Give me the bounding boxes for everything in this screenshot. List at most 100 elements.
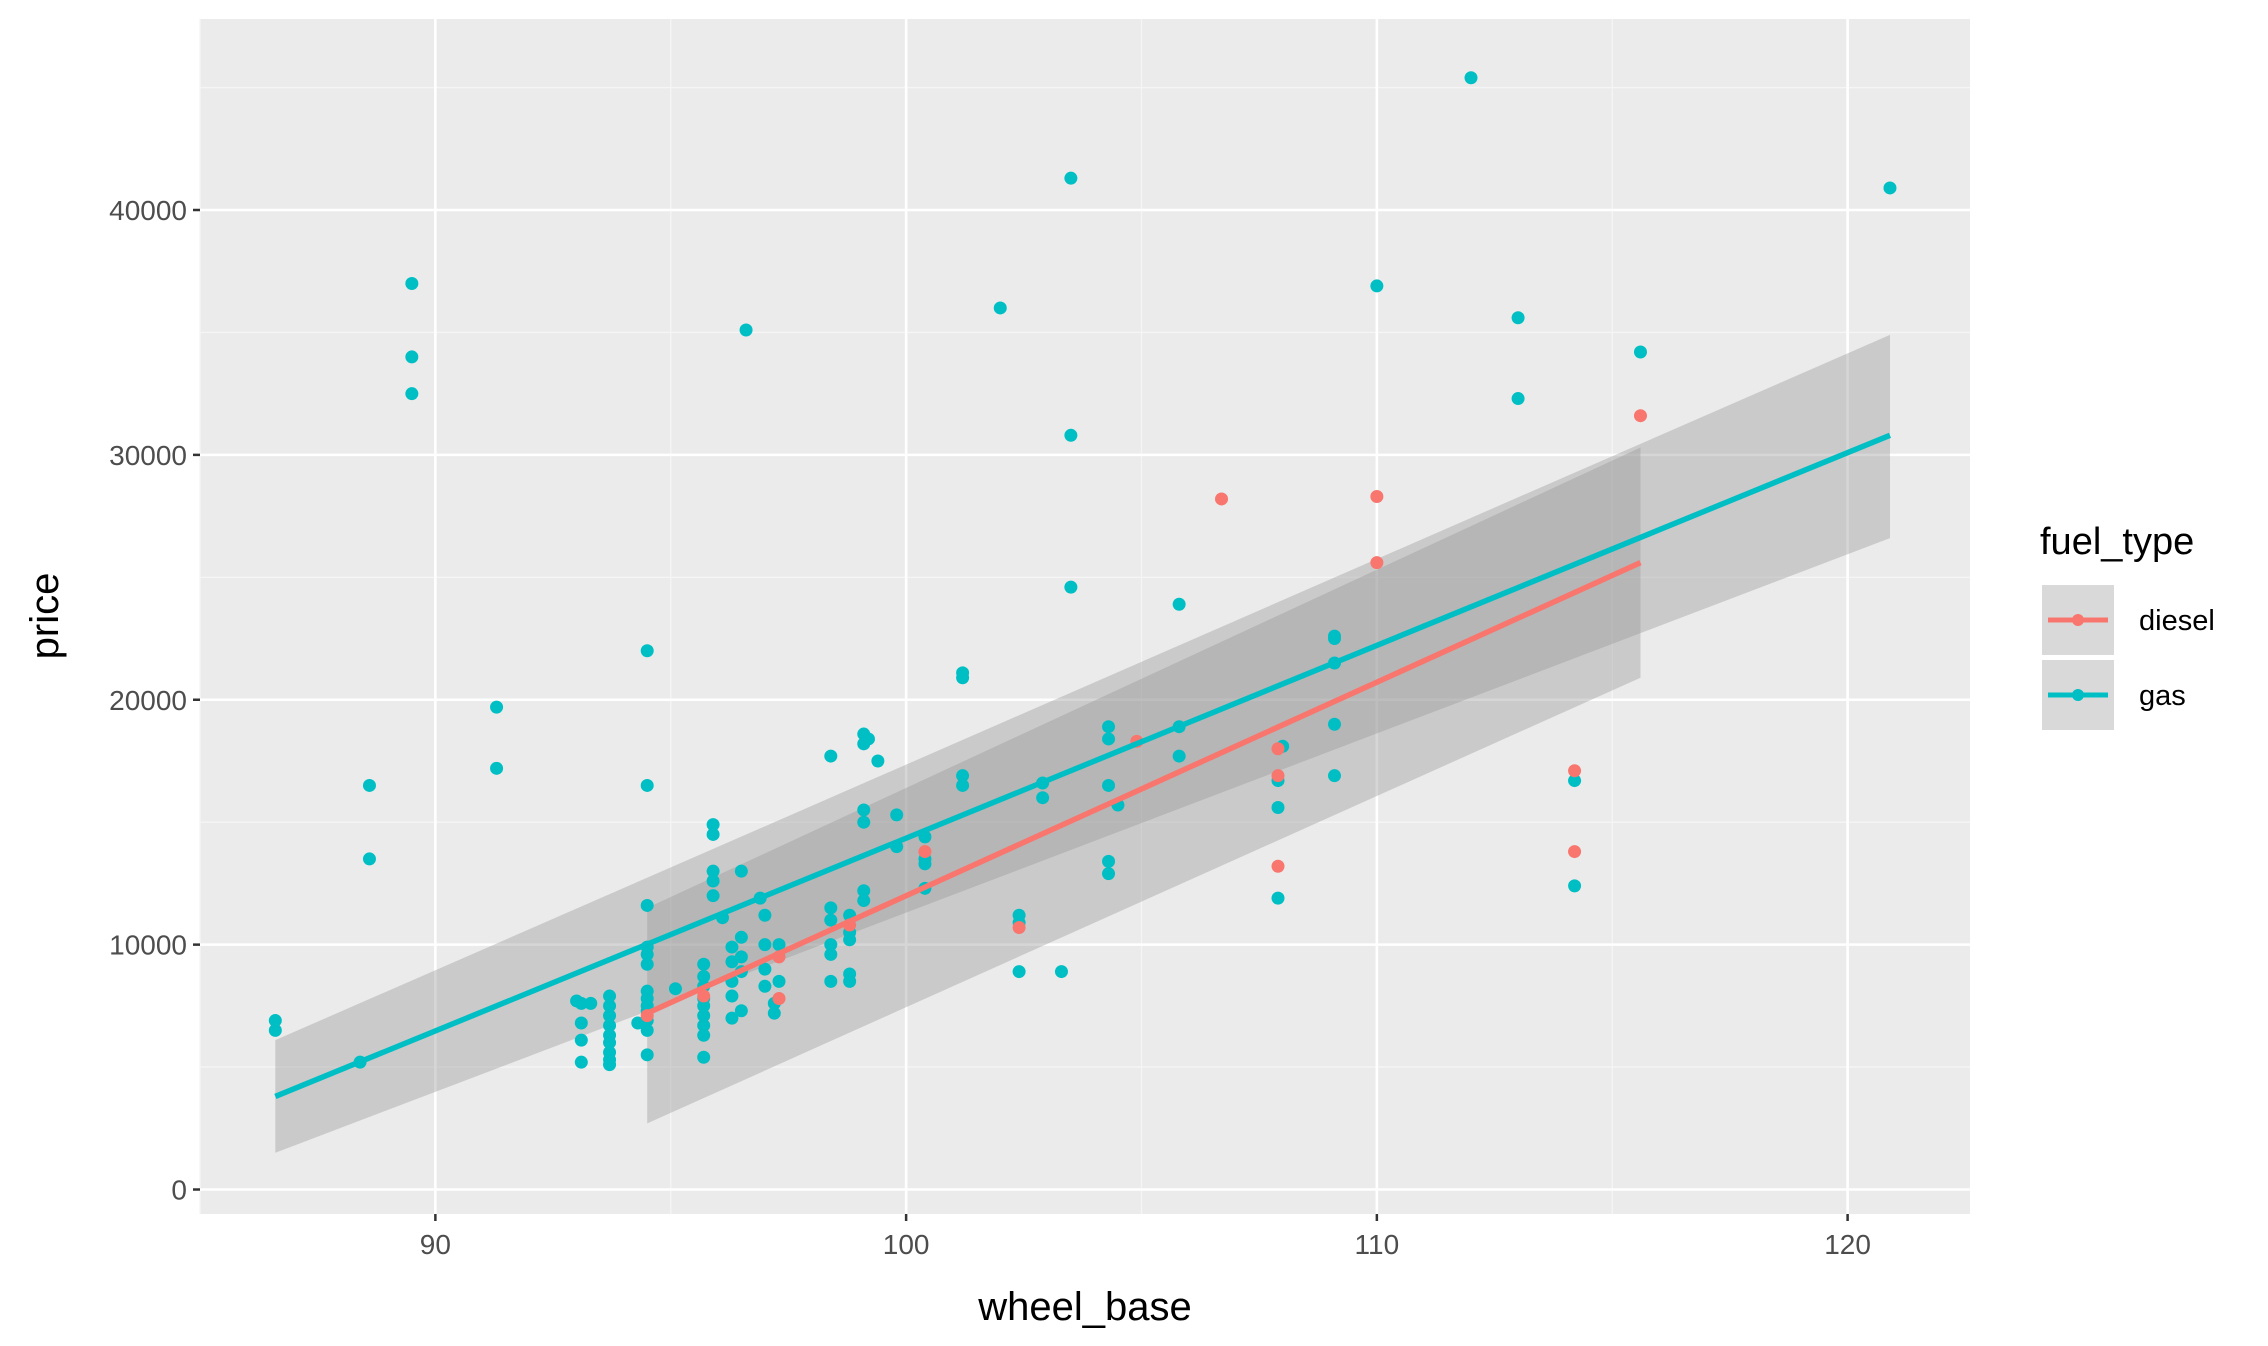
point-gas [758, 938, 772, 952]
point-gas [758, 962, 772, 976]
point-gas [824, 901, 838, 915]
point-gas [1064, 580, 1078, 594]
point-gas [706, 874, 720, 888]
confidence-band-gas [275, 334, 1890, 1153]
point-gas [1102, 720, 1116, 734]
point-gas [725, 989, 739, 1003]
point-gas [603, 1018, 617, 1032]
point-gas [857, 803, 871, 817]
point-gas [956, 769, 970, 783]
point-gas [697, 1028, 711, 1042]
point-diesel [1568, 764, 1582, 778]
point-gas [490, 700, 504, 714]
point-gas [603, 1009, 617, 1023]
x-tick-label: 120 [1824, 1229, 1871, 1260]
point-gas [734, 930, 748, 944]
point-gas [268, 1023, 282, 1037]
point-gas [1464, 71, 1478, 85]
point-gas [574, 996, 588, 1010]
x-tick-label: 90 [420, 1229, 451, 1260]
point-gas [1036, 791, 1050, 805]
point-gas [1633, 345, 1647, 359]
point-gas [918, 857, 932, 871]
point-diesel [1215, 492, 1229, 506]
point-gas [405, 350, 419, 364]
y-tick-label: 20000 [109, 685, 187, 716]
point-gas [1102, 732, 1116, 746]
point-gas [362, 852, 376, 866]
point-gas [1327, 769, 1341, 783]
point-gas [725, 940, 739, 954]
point-gas [1172, 597, 1186, 611]
point-gas [1568, 774, 1582, 788]
legend: fuel_type diesel gas [2040, 521, 2215, 730]
fit-line-diesel [646, 560, 1642, 1016]
major-gridlines [200, 19, 1970, 1214]
point-gas [725, 1011, 739, 1025]
point-diesel [1271, 769, 1285, 783]
point-gas [956, 671, 970, 685]
x-tick-label: 100 [883, 1229, 930, 1260]
point-gas [734, 1004, 748, 1018]
point-gas [843, 933, 857, 947]
point-gas [603, 989, 617, 1003]
point-gas [1102, 867, 1116, 881]
data-points [268, 71, 1897, 1072]
y-tick-label: 40000 [109, 195, 187, 226]
point-gas [268, 1014, 282, 1028]
y-axis-ticks: 0 10000 20000 30000 40000 [109, 195, 200, 1206]
point-diesel [697, 989, 711, 1003]
point-gas [706, 818, 720, 832]
point-gas [824, 913, 838, 927]
point-gas [1064, 171, 1078, 185]
point-gas [697, 969, 711, 983]
fit-lines [274, 432, 1892, 1100]
point-gas [640, 957, 654, 971]
point-gas [824, 749, 838, 763]
point-gas [640, 947, 654, 961]
point-gas [706, 827, 720, 841]
legend-marker-diesel [2072, 614, 2084, 626]
point-gas [584, 996, 598, 1010]
point-diesel [1633, 409, 1647, 423]
point-gas [857, 815, 871, 829]
point-gas [697, 1009, 711, 1023]
legend-marker-gas [2072, 689, 2084, 701]
point-gas [706, 889, 720, 903]
legend-label-diesel: diesel [2139, 605, 2215, 637]
point-gas [640, 1023, 654, 1037]
point-gas [1102, 778, 1116, 792]
point-gas [861, 732, 875, 746]
legend-item-gas: gas [2042, 660, 2186, 730]
y-tick-label: 30000 [109, 440, 187, 471]
point-gas [362, 778, 376, 792]
point-diesel [1271, 859, 1285, 873]
point-gas [857, 894, 871, 908]
point-gas [640, 898, 654, 912]
point-gas [843, 974, 857, 988]
point-gas [574, 1033, 588, 1047]
point-gas [734, 864, 748, 878]
point-gas [697, 1018, 711, 1032]
point-gas [824, 947, 838, 961]
point-diesel [1568, 845, 1582, 859]
legend-title: fuel_type [2040, 521, 2194, 563]
point-gas [758, 908, 772, 922]
point-gas [640, 644, 654, 658]
legend-label-gas: gas [2139, 680, 2186, 712]
y-tick-label: 10000 [109, 930, 187, 961]
point-gas [1064, 428, 1078, 442]
point-gas [490, 761, 504, 775]
point-gas [1568, 879, 1582, 893]
point-gas [603, 1058, 617, 1072]
point-gas [697, 957, 711, 971]
point-gas [1370, 279, 1384, 293]
point-diesel [772, 992, 786, 1006]
point-gas [824, 974, 838, 988]
point-gas [1271, 891, 1285, 905]
point-gas [405, 387, 419, 401]
point-diesel [1370, 556, 1384, 570]
point-gas [1511, 392, 1525, 406]
point-gas [697, 1050, 711, 1064]
point-gas [1054, 965, 1068, 979]
